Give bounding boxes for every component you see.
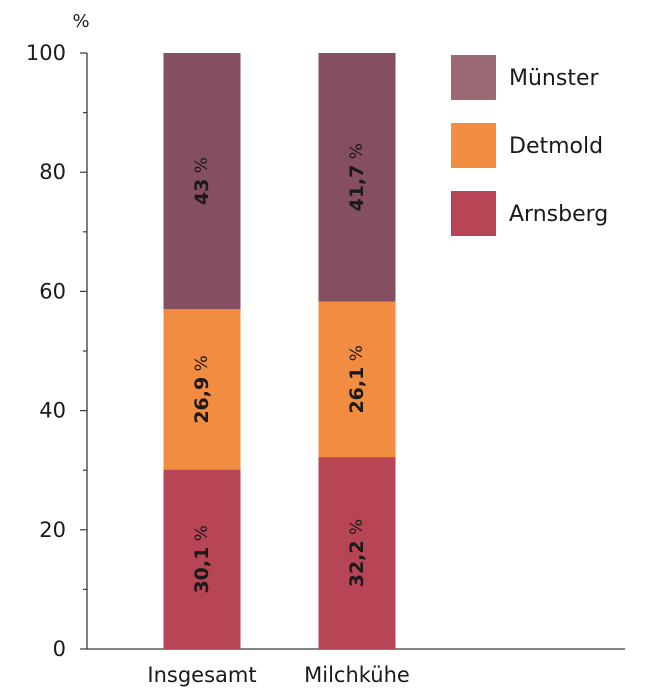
- legend: Münster Detmold Arnsberg: [451, 55, 608, 236]
- legend-swatch-detmold: [451, 123, 496, 168]
- bar-segment-munster-milchkuhe: [318, 53, 396, 302]
- legend-label-arnsberg: Arnsberg: [509, 202, 608, 227]
- data-label-munster-milchkuhe: 41,7 %: [346, 143, 368, 211]
- data-label-arnsberg-insgesamt: 30,1 %: [191, 525, 213, 593]
- bar-segment-arnsberg-insgesamt: [163, 469, 241, 649]
- bar-segment-munster-insgesamt: [163, 53, 241, 310]
- bar-segment-arnsberg-milchkuhe: [318, 457, 396, 649]
- x-axis-labels: Insgesamt Milchkühe: [147, 663, 409, 687]
- legend-swatch-munster: [451, 55, 496, 100]
- y-axis-unit-label: %: [72, 11, 89, 32]
- legend-label-detmold: Detmold: [509, 134, 603, 159]
- data-label-arnsberg-milchkuhe: 32,2 %: [346, 519, 368, 587]
- y-tick-label: 0: [53, 637, 66, 661]
- legend-label-munster: Münster: [509, 66, 599, 91]
- y-tick-label: 100: [26, 41, 66, 65]
- bar-segment-detmold-insgesamt: [163, 309, 241, 470]
- bar-group: 30,1 % 26,9 % 43 % 32,2 % 26,1 % 41,7 %: [163, 53, 396, 649]
- legend-swatch-arnsberg: [451, 191, 496, 236]
- bar-segment-detmold-milchkuhe: [318, 301, 396, 458]
- data-label-detmold-insgesamt: 26,9 %: [191, 355, 213, 423]
- y-tick-label: 80: [39, 160, 66, 184]
- y-tick-label: 40: [39, 399, 66, 423]
- data-label-detmold-milchkuhe: 26,1 %: [346, 345, 368, 413]
- x-tick-label-milchkuhe: Milchkühe: [304, 663, 410, 687]
- x-tick-label-insgesamt: Insgesamt: [147, 663, 256, 687]
- data-label-munster-insgesamt: 43 %: [191, 157, 213, 205]
- y-tick-label: 60: [39, 279, 66, 303]
- y-tick-label: 20: [39, 518, 66, 542]
